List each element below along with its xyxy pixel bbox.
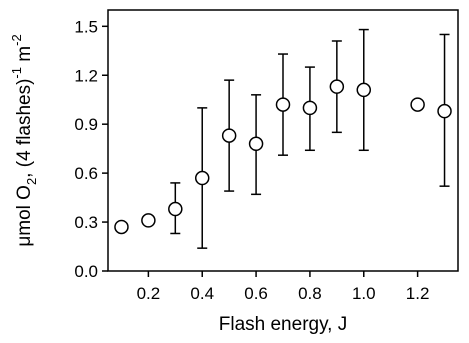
- x-tick-label: 0.8: [298, 284, 322, 303]
- data-point: [329, 79, 345, 94]
- y-axis-ticks: 0.0 0.3 0.6 0.9 1.2 1.5: [74, 17, 108, 281]
- data-point: [248, 136, 264, 152]
- y-tick-label: 0.3: [74, 213, 98, 232]
- error-bars: [170, 28, 450, 249]
- data-point: [141, 213, 156, 228]
- data-point: [114, 219, 129, 235]
- x-tick-label: 0.2: [137, 284, 161, 303]
- data-point: [302, 100, 318, 116]
- y-tick-label: 1.2: [74, 66, 98, 85]
- y-axis-title-part: , (4 flashes): [14, 79, 35, 178]
- plot-border: [107, 9, 459, 272]
- x-tick-label: 1.0: [352, 284, 376, 303]
- x-tick-label: 0.4: [190, 284, 214, 303]
- data-markers: [114, 79, 452, 235]
- y-axis-title-part: μmol O: [14, 185, 35, 247]
- data-point: [356, 82, 372, 98]
- data-point: [275, 97, 291, 112]
- data-point: [410, 97, 425, 112]
- y-tick-label: 1.5: [74, 17, 98, 36]
- y-axis-title-part: -2: [9, 34, 24, 46]
- y-axis-title-part: -1: [9, 67, 24, 79]
- y-tick-label: 0.6: [74, 164, 98, 183]
- y-tick-label: 0.0: [74, 262, 98, 281]
- x-tick-label: 0.6: [244, 284, 268, 303]
- data-point: [437, 103, 452, 119]
- y-axis-title-part: m: [14, 46, 35, 67]
- data-point: [168, 201, 183, 217]
- x-axis-title: Flash energy, J: [219, 314, 347, 335]
- y-axis-title: μmol O2, (4 flashes)-1 m-2: [9, 34, 39, 246]
- data-point: [221, 128, 237, 143]
- x-tick-label: 1.2: [406, 284, 430, 303]
- data-point: [194, 170, 210, 186]
- y-tick-label: 0.9: [74, 115, 98, 134]
- plot-frame: [107, 9, 459, 272]
- y-axis-title-part: 2: [24, 178, 39, 185]
- x-axis-ticks: 0.2 0.4 0.6 0.8 1.0 1.2: [137, 271, 430, 303]
